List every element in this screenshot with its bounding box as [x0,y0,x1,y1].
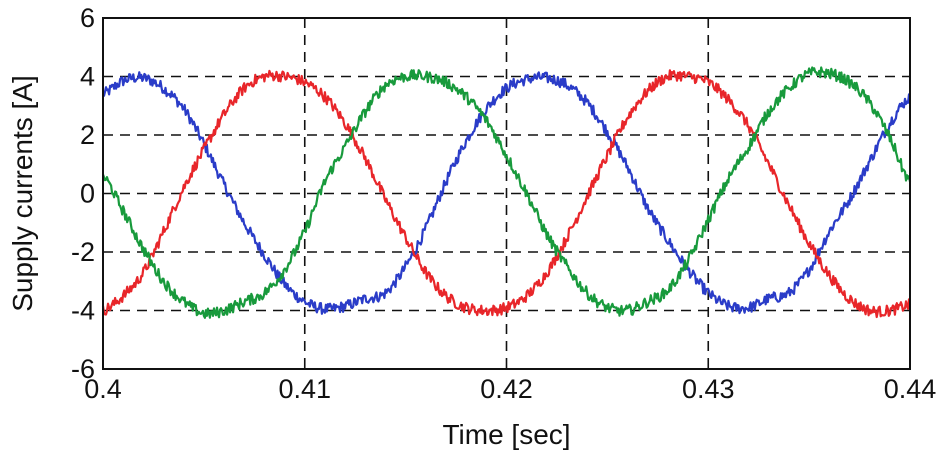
series-line-3 [101,66,912,319]
y-tick-label: 4 [80,62,95,92]
series-line-2 [101,69,912,319]
x-tick-label: 0.44 [884,374,937,404]
y-tick-label: 6 [80,3,95,33]
tick-labels: 0.4 0.41 0.42 0.43 0.44 -6 -4 -2 0 2 4 6 [71,3,936,404]
series-line-1 [101,71,912,315]
y-tick-label: -2 [71,237,95,267]
y-tick-label: -4 [71,296,95,326]
series-lines [101,66,912,319]
y-tick-label: 2 [80,120,95,150]
plot-frame [102,17,911,370]
y-tick-label: -6 [71,354,95,384]
x-tick-label: 0.41 [278,374,331,404]
grid-lines [103,18,910,369]
y-tick-label: 0 [80,179,95,209]
x-axis-label: Time [sec] [442,419,570,450]
y-axis-label: Supply currents [A] [7,75,38,312]
x-tick-label: 0.43 [682,374,735,404]
x-tick-label: 0.42 [480,374,533,404]
x-tick-label: 0.4 [84,374,122,404]
